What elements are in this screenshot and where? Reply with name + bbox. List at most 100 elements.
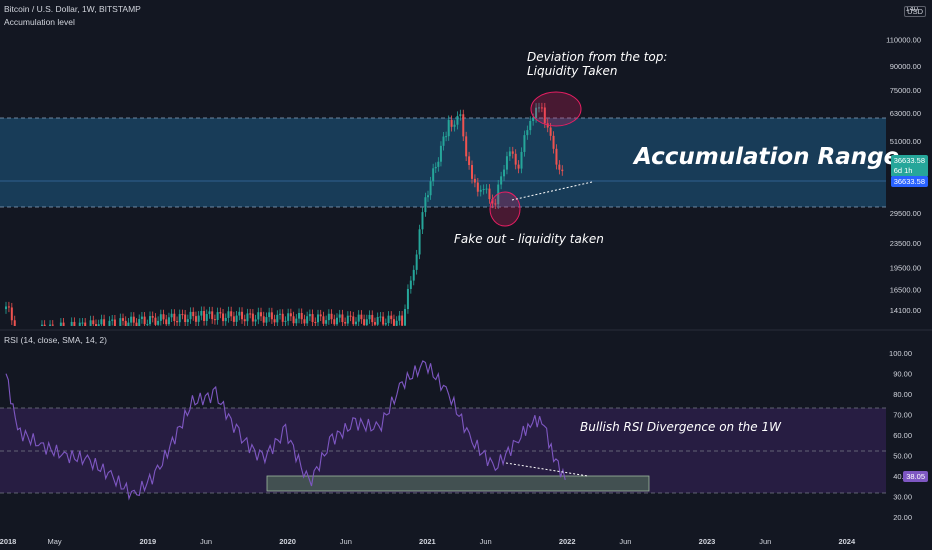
candle-body xyxy=(254,319,257,322)
candle-body xyxy=(173,313,176,322)
candle-body xyxy=(192,311,195,317)
candle-body xyxy=(279,313,282,315)
candle-body xyxy=(497,184,500,205)
price-axis: 110000.00 90000.00 75000.00 63000.00 51000.0… xyxy=(886,36,921,315)
candle-body xyxy=(262,316,265,323)
candle-body xyxy=(494,203,497,205)
candle-body xyxy=(365,319,368,326)
candle-body xyxy=(409,280,412,289)
candle-body xyxy=(287,313,290,321)
candle-body xyxy=(316,314,319,323)
candle-body xyxy=(392,319,395,326)
price-tick-label: 110000.00 xyxy=(886,36,921,45)
candle-body xyxy=(465,136,468,157)
candle-body xyxy=(333,319,336,325)
candle-body xyxy=(49,324,52,326)
candle-body xyxy=(227,311,230,318)
price-tick-label: 75000.00 xyxy=(890,86,921,95)
time-tick-label: 2019 xyxy=(139,537,156,546)
rsi-tick-label: 70.00 xyxy=(893,411,912,420)
candle-body xyxy=(390,315,393,320)
candle-body xyxy=(532,118,535,121)
candle-body xyxy=(491,199,494,204)
candle-body xyxy=(51,324,54,326)
green-price-tag-countdown: 6d 1h xyxy=(893,166,913,175)
time-tick-label: Jun xyxy=(480,537,492,546)
candle-body xyxy=(540,107,543,109)
price-axis-top-label: 140 xyxy=(905,4,918,13)
candle-body xyxy=(219,312,222,314)
rsi-divergence-note: Bullish RSI Divergence on the 1W xyxy=(580,420,781,434)
candle-body xyxy=(257,312,260,320)
candle-body xyxy=(89,320,92,326)
currency-badge[interactable]: USD xyxy=(904,6,926,17)
candle-body xyxy=(111,319,114,321)
candle-body xyxy=(537,107,540,109)
candle-body xyxy=(197,315,200,322)
time-axis: 2018 May 2019 Jun 2020 Jun 2021 Jun 2022 Jun 2023 J… xyxy=(0,537,856,546)
candle-body xyxy=(7,306,10,308)
candle-body xyxy=(382,316,385,325)
candle-body xyxy=(186,319,189,323)
time-tick-label: Jun xyxy=(200,537,212,546)
candle-body xyxy=(398,315,401,321)
candle-body xyxy=(555,148,558,165)
top-deviation-note-line2: Liquidity Taken xyxy=(527,64,618,78)
chart-title: Bitcoin / U.S. Dollar, 1W, BITSTAMP xyxy=(4,4,141,14)
candle-body xyxy=(189,311,192,320)
candle-body xyxy=(415,254,418,270)
rsi-tick-label: 80.00 xyxy=(893,390,912,399)
candle-body xyxy=(113,319,116,326)
candle-body xyxy=(224,317,227,322)
candle-body xyxy=(232,316,235,322)
candle-body xyxy=(462,114,465,137)
candle-body xyxy=(346,315,349,324)
candle-body xyxy=(349,315,352,317)
green-price-tag-value: 36633.58 xyxy=(893,156,925,165)
candle-body xyxy=(298,312,301,319)
time-tick-label: 2023 xyxy=(699,537,716,546)
candle-body xyxy=(456,115,459,125)
candle-body xyxy=(476,182,479,192)
candle-body xyxy=(78,322,81,326)
price-tick-label: 51000.00 xyxy=(890,137,921,146)
fakeout-note: Fake out - liquidity taken xyxy=(454,232,604,246)
candle-body xyxy=(306,316,309,324)
rsi-tick-label: 30.00 xyxy=(893,492,912,501)
rsi-line xyxy=(5,360,566,501)
candle-body xyxy=(241,311,244,320)
candle-body xyxy=(450,120,453,127)
candle-body xyxy=(384,323,387,325)
candle-body xyxy=(84,322,87,326)
candle-body xyxy=(92,320,95,325)
candle-body xyxy=(511,151,514,154)
candle-body xyxy=(473,178,476,183)
candle-body xyxy=(292,316,295,324)
candle-body xyxy=(276,314,279,323)
candle-body xyxy=(230,311,233,317)
candle-body xyxy=(363,319,366,326)
candle-body xyxy=(322,316,325,324)
candle-body xyxy=(434,166,437,169)
candle-body xyxy=(549,127,552,136)
candle-body xyxy=(300,312,303,320)
candle-body xyxy=(10,307,13,321)
candle-body xyxy=(535,107,538,119)
candle-body xyxy=(176,321,179,323)
top-deviation-note-line1: Deviation from the top: xyxy=(527,50,668,64)
candle-body xyxy=(520,151,523,169)
candle-body xyxy=(376,317,379,325)
accumulation-range-band xyxy=(0,118,886,207)
candle-body xyxy=(170,313,173,318)
candle-body xyxy=(94,324,97,326)
candle-body xyxy=(289,313,292,317)
candle-body xyxy=(154,317,157,325)
time-tick-label: 2022 xyxy=(559,537,576,546)
candle-body xyxy=(357,314,360,322)
candle-body xyxy=(281,313,284,322)
candle-body xyxy=(130,316,133,323)
candle-body xyxy=(184,314,187,323)
price-tick-label: 14100.00 xyxy=(890,306,921,315)
candle-body xyxy=(157,320,160,325)
